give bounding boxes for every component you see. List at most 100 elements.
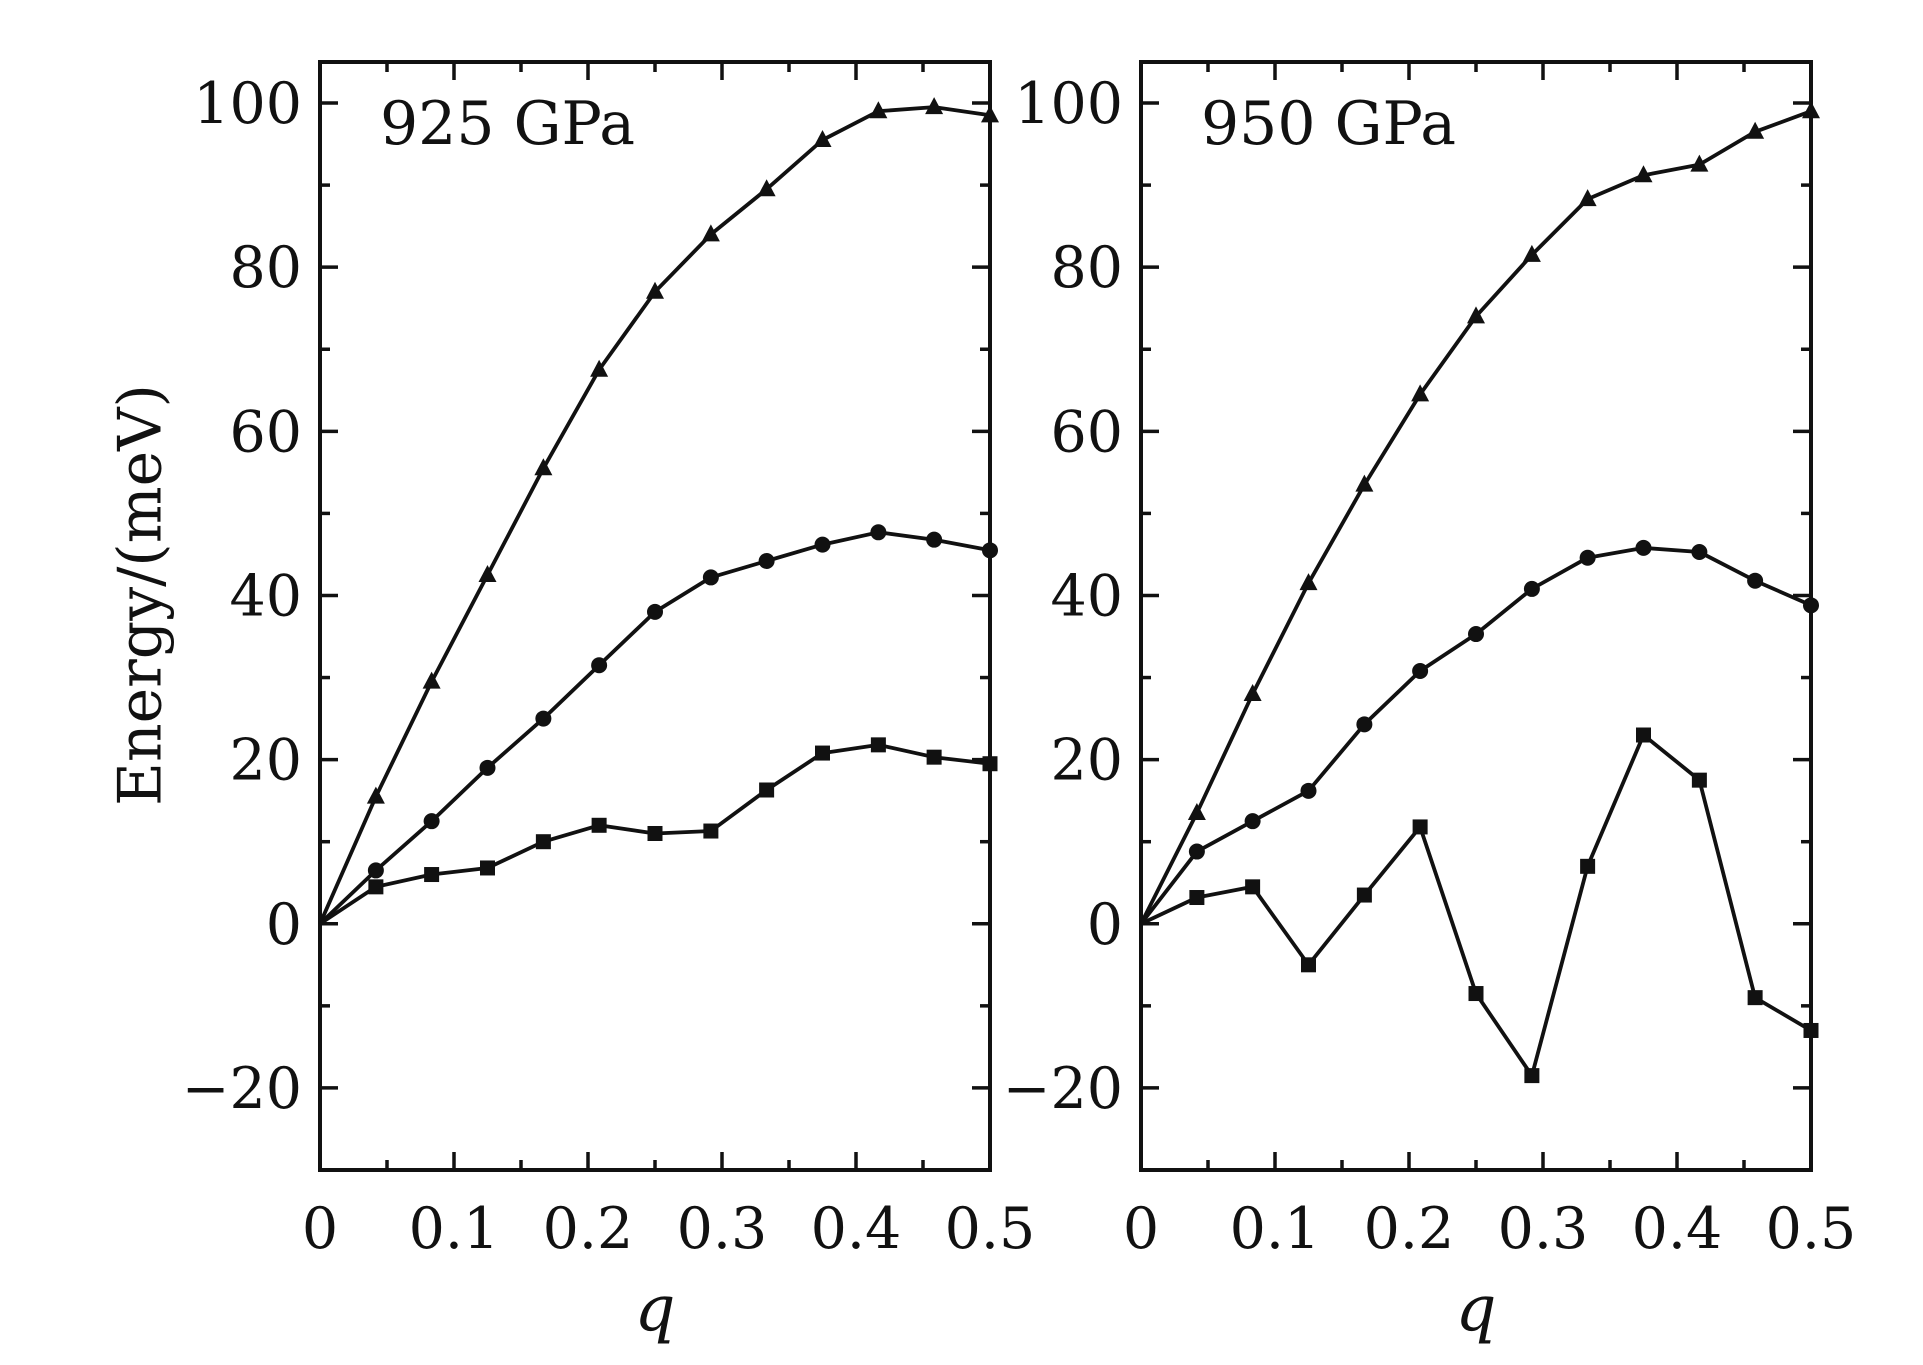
data-point-circle	[1803, 597, 1819, 614]
y-tick-label: 0	[1087, 892, 1123, 958]
data-point-triangle	[701, 224, 720, 242]
data-point-square	[647, 825, 663, 841]
y-tick-label: 40	[229, 563, 302, 629]
data-point-circle	[982, 542, 998, 559]
data-point-square	[815, 745, 830, 761]
data-point-triangle	[1522, 244, 1541, 262]
data-point-circle	[1468, 626, 1484, 643]
x-axis-label: q	[635, 1272, 676, 1346]
data-point-square	[368, 879, 384, 895]
data-point-circle	[1244, 813, 1261, 830]
data-point-triangle	[422, 671, 441, 689]
data-point-square	[759, 782, 775, 798]
data-point-square	[1580, 858, 1596, 874]
y-tick-label: −20	[1003, 1056, 1123, 1122]
data-point-triangle	[1802, 101, 1820, 119]
data-point-circle	[423, 813, 440, 830]
data-point-circle	[1747, 572, 1764, 589]
x-tick-label: 0.1	[409, 1196, 500, 1262]
data-point-triangle	[366, 786, 385, 804]
data-point-triangle	[1634, 165, 1653, 183]
series-line-triangle	[1139, 109, 1812, 925]
data-point-triangle	[646, 281, 664, 299]
x-tick-label: 0.3	[677, 1196, 768, 1262]
data-point-circle	[591, 657, 608, 674]
data-point-triangle	[534, 458, 553, 476]
x-tick-label: 0.5	[945, 1196, 1036, 1262]
y-tick-label: 40	[1050, 563, 1123, 629]
x-tick-label: 0.5	[1766, 1196, 1857, 1262]
data-point-square	[1524, 1068, 1540, 1084]
data-point-circle	[702, 569, 719, 586]
data-point-circle	[367, 862, 384, 879]
data-point-triangle	[1690, 154, 1709, 172]
y-tick-label: 100	[1014, 71, 1123, 137]
series-line-triangle	[318, 105, 991, 925]
y-tick-label: 20	[1050, 728, 1123, 794]
x-tick-label: 0.4	[1632, 1196, 1723, 1262]
data-point-circle	[1188, 843, 1205, 860]
data-point-square	[535, 834, 551, 850]
data-point-triangle	[757, 179, 776, 197]
data-point-square	[1468, 986, 1484, 1002]
data-point-triangle	[1355, 474, 1374, 492]
data-point-square	[870, 737, 886, 753]
x-tick-label: 0.1	[1230, 1196, 1321, 1262]
data-point-square	[424, 867, 440, 883]
x-tick-label: 0	[1123, 1196, 1159, 1262]
data-point-circle	[1300, 782, 1317, 799]
x-axis-label: q	[1456, 1272, 1497, 1346]
data-point-triangle	[590, 359, 609, 377]
data-point-square	[1803, 1022, 1819, 1038]
data-point-circle	[1523, 580, 1540, 597]
data-point-square	[926, 749, 942, 765]
data-point-square	[1189, 890, 1205, 906]
data-point-square	[703, 823, 719, 839]
y-tick-label: 80	[1050, 235, 1123, 301]
y-tick-label: 80	[229, 235, 302, 301]
x-tick-label: 0	[302, 1196, 338, 1262]
y-tick-label: 100	[193, 71, 302, 137]
panel-925gpa: 0 0.1 0.2 0.3 0.4 0.5 −20 0 20 40 60 80 100 q 925 GPa	[182, 60, 1036, 1346]
series-line-circle	[1139, 546, 1812, 925]
pressure-label: 925 GPa	[380, 89, 635, 159]
y-tick-label: −20	[182, 1056, 302, 1122]
data-point-triangle	[1411, 384, 1430, 402]
data-point-triangle	[869, 101, 888, 119]
data-point-circle	[814, 536, 831, 553]
data-point-circle	[1691, 543, 1708, 560]
data-point-square	[1691, 772, 1707, 788]
data-point-triangle	[981, 105, 999, 123]
data-point-circle	[1579, 549, 1596, 566]
data-point-circle	[758, 553, 775, 570]
data-point-circle	[535, 710, 552, 727]
x-tick-label: 0.2	[1364, 1196, 1455, 1262]
data-point-circle	[479, 759, 496, 776]
data-point-square	[1636, 727, 1651, 743]
data-point-square	[1412, 819, 1428, 835]
data-point-square	[591, 817, 607, 833]
data-point-triangle	[1187, 802, 1206, 820]
data-point-circle	[1412, 662, 1429, 679]
pressure-label: 950 GPa	[1201, 89, 1456, 159]
data-point-triangle	[1467, 306, 1485, 324]
data-point-circle	[926, 531, 943, 548]
data-point-square	[480, 860, 495, 876]
data-point-triangle	[1299, 573, 1318, 591]
data-point-circle	[1635, 539, 1652, 556]
data-point-triangle	[1243, 683, 1262, 701]
data-point-circle	[647, 603, 663, 620]
x-tick-label: 0.2	[543, 1196, 634, 1262]
data-point-triangle	[925, 97, 944, 115]
y-tick-label: 0	[266, 892, 302, 958]
x-tick-label: 0.4	[811, 1196, 902, 1262]
data-point-triangle	[478, 564, 497, 582]
data-point-square	[1747, 990, 1763, 1006]
y-tick-label: 20	[229, 728, 302, 794]
series-line-circle	[318, 530, 991, 926]
data-point-triangle	[1578, 189, 1597, 207]
data-point-circle	[1356, 716, 1373, 733]
plot-frame	[1139, 60, 1813, 1172]
series-line-square	[1140, 733, 1812, 1078]
